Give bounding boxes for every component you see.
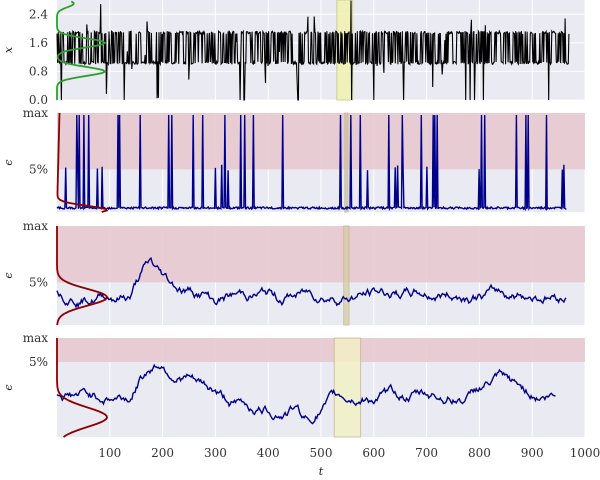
x-axis-label: t	[319, 465, 324, 478]
x-tick-label: 500	[310, 446, 333, 460]
series-line	[56, 363, 556, 425]
y-tick-label: 2.4	[29, 7, 48, 21]
panel-epsilon-1: ϵ max 5%	[2, 106, 586, 213]
x-tick-label: 300	[204, 446, 227, 460]
y-tick-label: 5%	[29, 355, 48, 369]
y-tick-label: 0.8	[29, 64, 48, 78]
threshold-band	[57, 113, 585, 170]
y-tick-label: 5%	[29, 162, 48, 176]
series-line	[56, 0, 570, 101]
highlight-window	[343, 225, 350, 326]
y-axis-label: ϵ	[2, 159, 15, 165]
y-axis-label: ϵ	[2, 272, 15, 278]
y-tick-label: 0.0	[29, 93, 48, 107]
y-tick-label: max	[23, 331, 49, 345]
panel-x-trace: x 0.0 0.8 1.6 2.4	[2, 0, 586, 107]
panel-epsilon-3: ϵ max 5%	[2, 331, 586, 438]
x-tick-label: 100	[98, 446, 121, 460]
density-curve	[56, 338, 108, 438]
threshold-band	[57, 338, 585, 362]
y-axis-label: ϵ	[2, 384, 15, 390]
density-curve	[56, 0, 107, 100]
density-curve	[56, 113, 109, 213]
panel-epsilon-2: ϵ max 5%	[2, 219, 586, 326]
y-tick-label: max	[23, 106, 49, 120]
y-axis-label: x	[2, 46, 15, 53]
x-tick-label: 700	[415, 446, 438, 460]
x-tick-label: 800	[468, 446, 491, 460]
x-tick-label: 1000	[570, 446, 600, 460]
y-tick-label: 5%	[29, 275, 48, 289]
series-line	[56, 257, 567, 309]
highlight-window	[344, 112, 349, 213]
x-tick-label: 600	[362, 446, 385, 460]
threshold-band	[57, 226, 585, 283]
x-tick-label: 900	[521, 446, 544, 460]
series-line	[56, 114, 567, 212]
y-tick-label: max	[23, 219, 49, 233]
y-tick-label: 1.6	[29, 36, 48, 50]
highlight-window	[333, 337, 362, 438]
x-tick-label: 200	[151, 446, 174, 460]
x-tick-label: 400	[257, 446, 280, 460]
x-axis: 100 200 300 400 500 600 700 800 900 1000	[98, 446, 600, 460]
density-curve	[56, 226, 108, 326]
